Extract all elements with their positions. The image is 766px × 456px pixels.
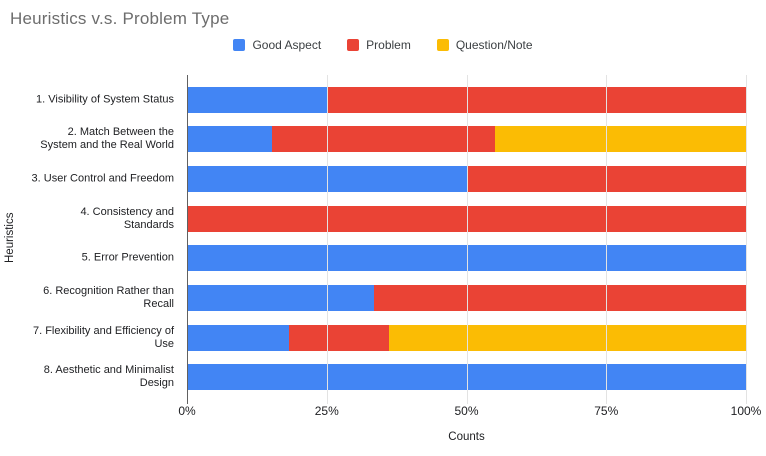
bar-segment[interactable] xyxy=(271,126,496,153)
bar-segment[interactable] xyxy=(288,324,390,351)
axis-line xyxy=(187,75,188,404)
bar-row xyxy=(188,357,747,397)
gridline xyxy=(466,75,468,404)
legend-label: Question/Note xyxy=(455,38,533,52)
legend-item-0: Good Aspect xyxy=(233,38,321,52)
bar-segment[interactable] xyxy=(188,205,747,232)
bar-segment[interactable] xyxy=(374,284,747,311)
plot-area xyxy=(187,75,747,404)
bar-segment[interactable] xyxy=(188,245,747,272)
legend-item-1: Problem xyxy=(347,38,411,52)
legend-label: Problem xyxy=(366,38,411,52)
bar-row xyxy=(188,239,747,279)
legend-swatch-icon xyxy=(436,39,449,51)
bar-segment[interactable] xyxy=(188,126,272,153)
bar-row xyxy=(188,159,747,199)
x-tick-label: 75% xyxy=(594,404,619,418)
category-label: 2. Match Between the System and the Real … xyxy=(40,126,174,152)
bar-segment[interactable] xyxy=(188,166,468,193)
category-label: 5. Error Prevention xyxy=(81,251,174,264)
bar-row xyxy=(188,318,747,358)
legend-swatch-icon xyxy=(347,39,360,51)
category-label: 7. Flexibility and Efficiency of Use xyxy=(32,324,174,350)
chart-title: Heuristics v.s. Problem Type xyxy=(10,9,230,28)
x-tick-label: 100% xyxy=(730,404,762,418)
bar-row xyxy=(188,199,747,239)
gridline xyxy=(746,75,747,404)
bar-segment[interactable] xyxy=(188,86,328,113)
stacked-bar xyxy=(188,364,747,391)
stacked-bar xyxy=(188,86,747,113)
stacked-bar xyxy=(188,284,747,311)
stacked-bar xyxy=(188,205,747,232)
bar-segment[interactable] xyxy=(327,86,747,113)
x-tick-label: 0% xyxy=(178,404,196,418)
x-tick-label: 25% xyxy=(314,404,339,418)
bar-segment[interactable] xyxy=(389,324,747,351)
bar-row xyxy=(188,278,747,318)
stacked-bar xyxy=(188,324,747,351)
x-axis-labels: 0% 25% 50% 75% 100% xyxy=(178,404,761,420)
bar-rows xyxy=(188,80,747,397)
category-label: 1. Visibility of System Status xyxy=(36,93,174,106)
y-axis-labels: 1. Visibility of System Status 2. Match B… xyxy=(0,75,180,400)
gridline xyxy=(326,75,328,404)
category-label: 8. Aesthetic and Minimalist Design xyxy=(43,364,174,390)
bar-segment[interactable] xyxy=(495,126,747,153)
legend-swatch-icon xyxy=(233,39,246,51)
stacked-bar xyxy=(188,166,747,193)
category-label: 3. User Control and Freedom xyxy=(31,172,174,185)
bar-segment[interactable] xyxy=(188,364,747,391)
category-label: 4. Consistency and Standards xyxy=(80,205,174,231)
stacked-bar xyxy=(188,245,747,272)
bar-row xyxy=(188,120,747,160)
x-tick-label: 50% xyxy=(454,404,479,418)
stacked-bar xyxy=(188,126,747,153)
bar-segment[interactable] xyxy=(467,166,747,193)
legend-item-2: Question/Note xyxy=(436,38,533,52)
category-label: 6. Recognition Rather than Recall xyxy=(43,284,174,310)
gridline xyxy=(606,75,608,404)
legend-label: Good Aspect xyxy=(252,38,322,52)
bar-row xyxy=(188,80,747,120)
legend: Good Aspect Problem Question/Note xyxy=(0,38,766,52)
bar-segment[interactable] xyxy=(188,324,289,351)
bar-segment[interactable] xyxy=(188,284,375,311)
x-axis-title: Counts xyxy=(448,431,485,443)
